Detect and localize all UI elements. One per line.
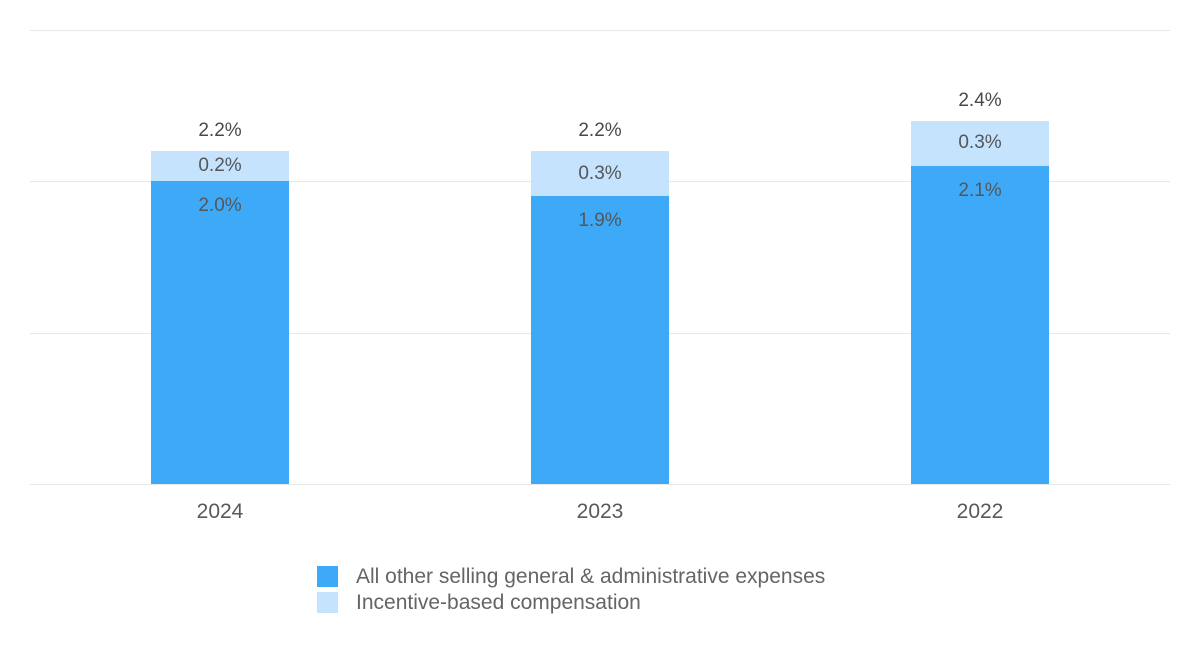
legend-swatch-icon xyxy=(317,592,338,613)
bar-total-label: 2.2% xyxy=(578,120,622,142)
bar-segment-sga-expenses: 2.1% xyxy=(911,166,1049,484)
segment-label: 0.3% xyxy=(578,162,622,184)
bar-total-label: 2.2% xyxy=(198,120,242,142)
bar-segment-incentive-compensation: 0.3% xyxy=(531,151,669,197)
bar-total-label: 2.4% xyxy=(958,89,1002,111)
segment-label: 0.3% xyxy=(958,132,1002,154)
legend-label: Incentive-based compensation xyxy=(356,590,641,614)
x-axis-label: 2023 xyxy=(576,500,624,523)
x-axis-label: 2024 xyxy=(196,500,244,523)
legend-label: All other selling general & administrati… xyxy=(356,564,826,588)
legend: All other selling general & administrati… xyxy=(317,564,826,614)
legend-item: All other selling general & administrati… xyxy=(317,564,826,588)
legend-swatch-icon xyxy=(317,566,338,587)
bar-segment-incentive-compensation: 0.2% xyxy=(151,151,289,182)
gridline xyxy=(30,484,1170,485)
bar-segment-incentive-compensation: 0.3% xyxy=(911,120,1049,167)
segment-label: 2.0% xyxy=(198,195,242,217)
segment-label: 2.1% xyxy=(958,180,1002,202)
segment-label: 1.9% xyxy=(578,210,622,232)
bar-segment-sga-expenses: 1.9% xyxy=(531,196,669,484)
x-axis-label: 2022 xyxy=(956,500,1004,523)
segment-label: 0.2% xyxy=(198,155,242,177)
legend-item: Incentive-based compensation xyxy=(317,590,825,614)
gridline xyxy=(30,30,1170,31)
bar-segment-sga-expenses: 2.0% xyxy=(151,181,289,484)
